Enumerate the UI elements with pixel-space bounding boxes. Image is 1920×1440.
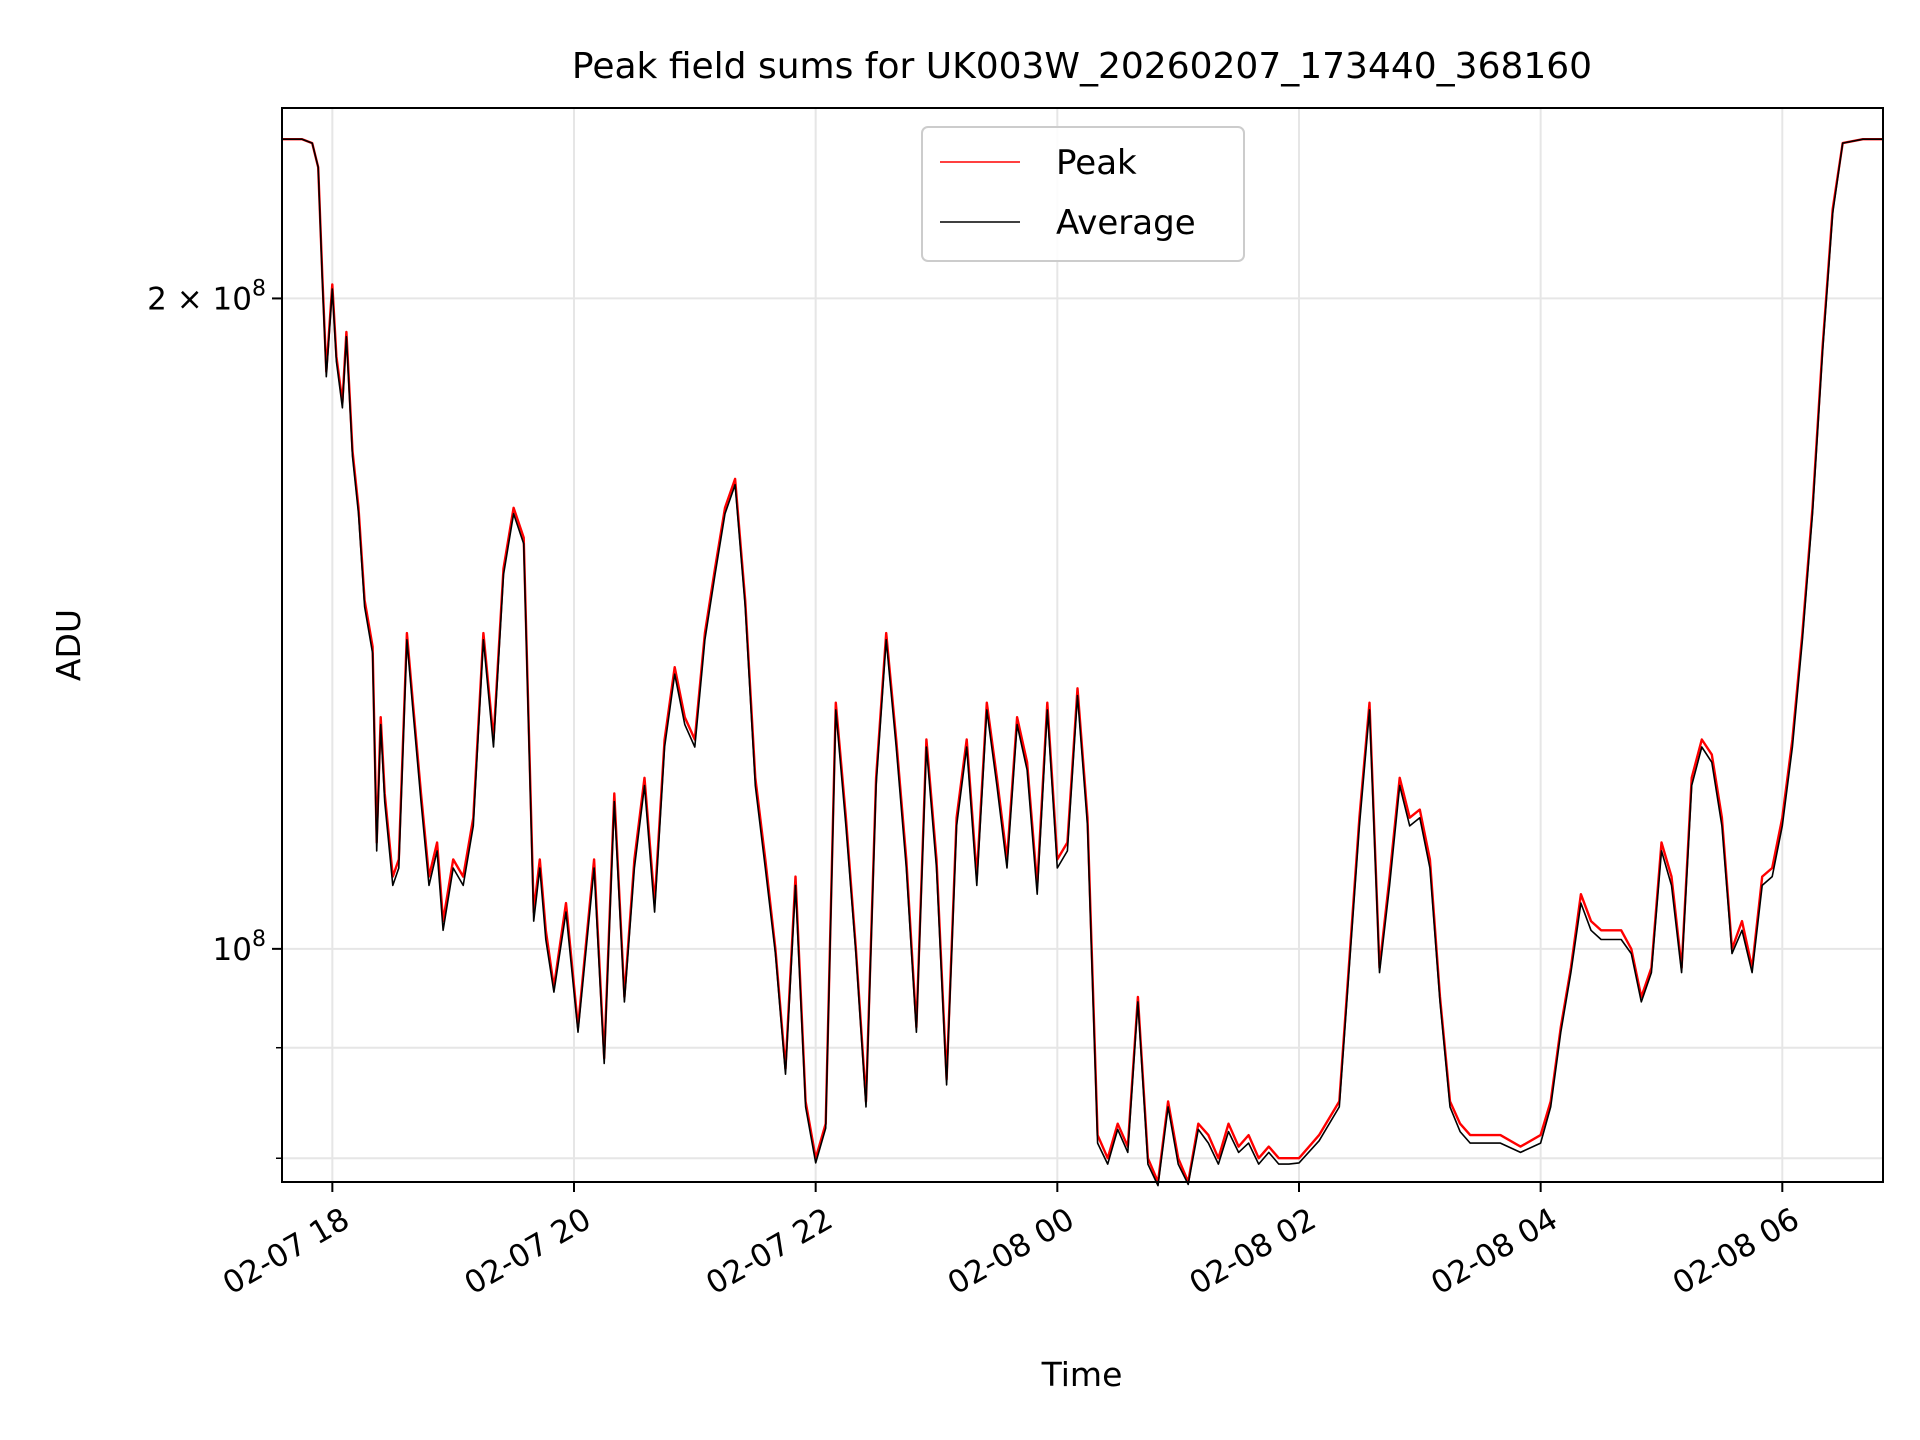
plot-frame [281, 107, 1884, 1183]
legend-label-peak: Peak [1056, 143, 1137, 183]
legend: Peak Average [921, 126, 1245, 262]
series-line-peak [282, 137, 1883, 1184]
legend-box [921, 126, 1245, 262]
y-tick-label: 2 × 108 [147, 276, 266, 317]
y-axis-ticks: 108 2 × 108 [147, 276, 282, 1159]
chart-title: Peak field sums for UK003W_20260207_1734… [572, 46, 1592, 87]
y-axis-label: ADU [49, 609, 88, 681]
y-tick-label: 108 [213, 927, 266, 968]
legend-label-average: Average [1056, 203, 1196, 243]
x-axis-label: Time [1041, 1355, 1123, 1394]
series-lines [282, 137, 1883, 1187]
series-line-average [282, 138, 1883, 1187]
